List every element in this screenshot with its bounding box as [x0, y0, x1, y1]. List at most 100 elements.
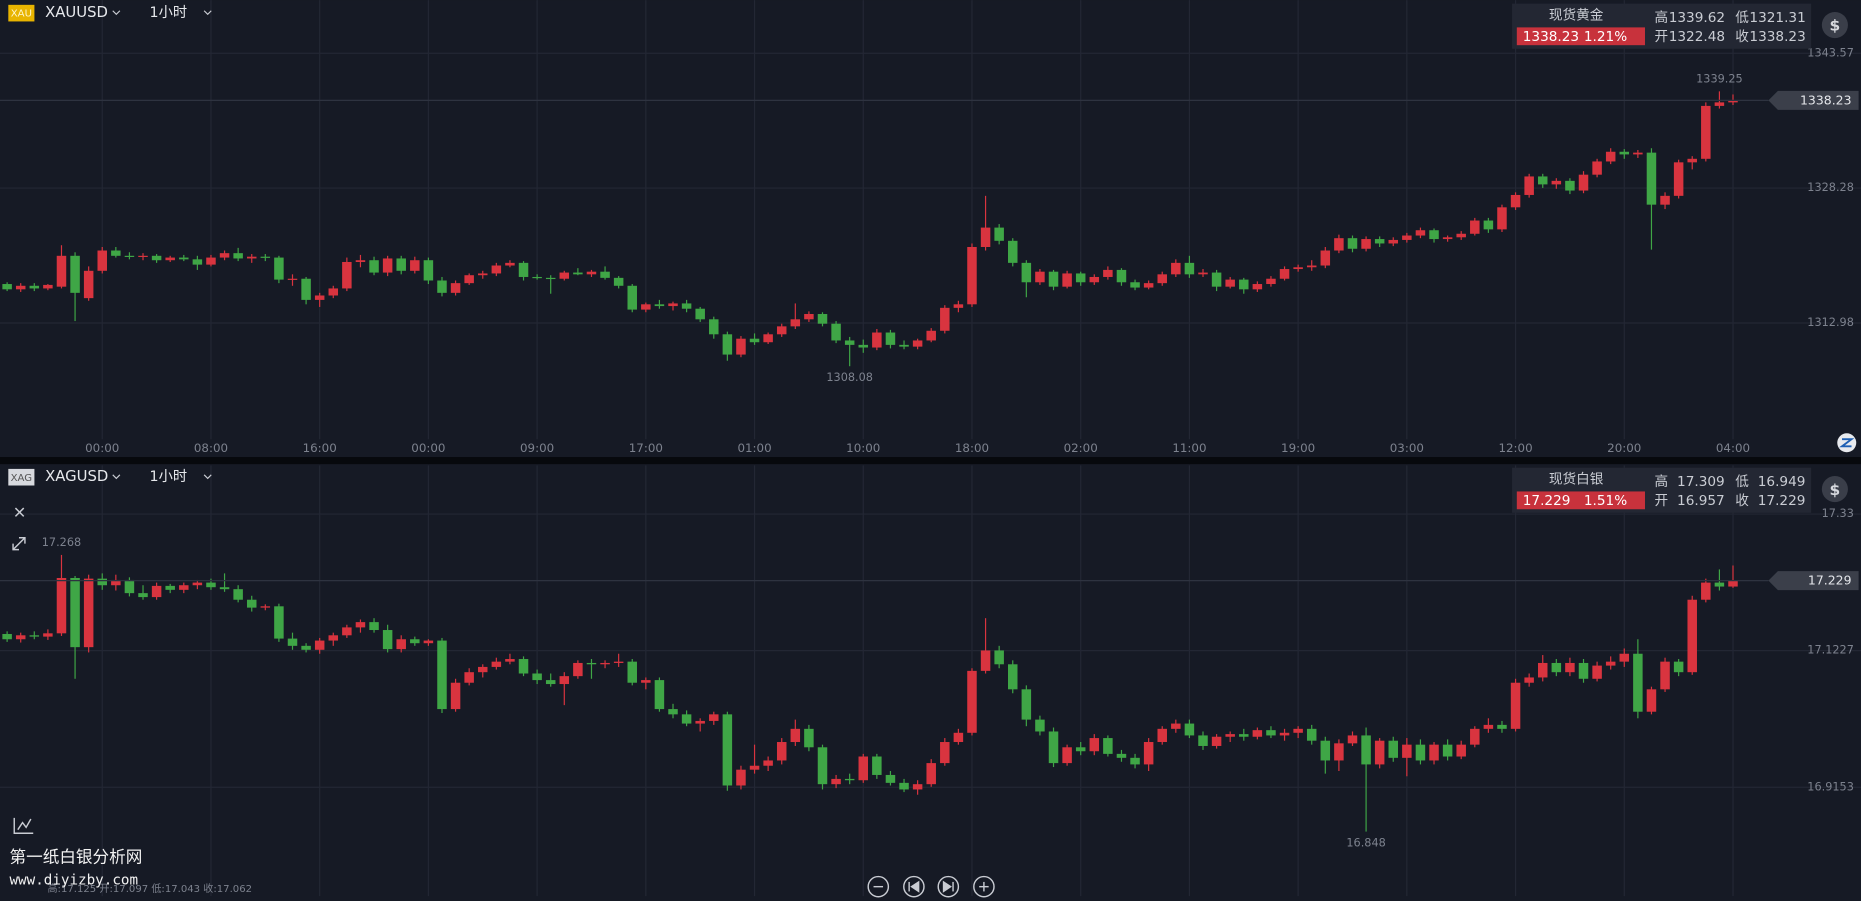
candle-body — [641, 680, 651, 683]
interval[interactable]: 1小时 — [150, 4, 188, 21]
quote-stat-value: 17.229 — [1758, 493, 1806, 509]
candle-body — [1334, 743, 1344, 761]
candle-body — [1673, 162, 1684, 196]
y-tick-label: 17.1227 — [1807, 644, 1854, 657]
candle-body — [206, 257, 216, 265]
quote-stat-label: 开 — [1654, 493, 1668, 509]
candle-body — [858, 756, 869, 781]
svg-text:$: $ — [1830, 17, 1841, 35]
symbol[interactable]: XAGUSD — [45, 468, 108, 485]
candle-body — [545, 680, 556, 685]
expand-button[interactable] — [12, 537, 26, 551]
quote-stat-label: 低 — [1735, 10, 1749, 26]
quote-stat-label: 收 — [1735, 493, 1749, 509]
candle-body — [138, 255, 148, 257]
candle-body — [1211, 736, 1222, 746]
candle-body — [953, 732, 964, 743]
candle-body — [627, 661, 637, 683]
y-tick-label: 1343.57 — [1807, 46, 1854, 59]
interval[interactable]: 1小时 — [150, 468, 188, 485]
candle-body — [1008, 240, 1018, 263]
candle-body — [124, 579, 135, 594]
candle-body — [600, 271, 610, 278]
candle-body — [586, 271, 597, 275]
candle-body — [478, 666, 488, 673]
badge-text: XAU — [11, 9, 32, 20]
candle-body — [1673, 661, 1684, 673]
candle-body — [1565, 180, 1575, 191]
candle-body — [464, 672, 474, 683]
candle-body — [1279, 732, 1290, 736]
quote-stat-value: 1339.62 — [1669, 10, 1725, 26]
quote-stat-value: 16.957 — [1677, 493, 1725, 509]
candle-body — [695, 720, 705, 724]
candle-body — [912, 340, 923, 347]
candle-body — [967, 670, 977, 733]
candle-body — [1592, 665, 1602, 679]
candle-body — [668, 709, 678, 715]
x-tick-label: 09:00 — [520, 441, 554, 455]
candle-body — [287, 638, 298, 646]
candle-body — [872, 332, 882, 348]
candle-body — [43, 633, 53, 637]
candle-body — [722, 334, 733, 355]
candle-body — [97, 578, 107, 586]
candle-body — [1429, 230, 1439, 240]
candle-body — [1293, 267, 1303, 270]
currency-icon[interactable]: $ — [1821, 476, 1848, 503]
candle-body — [1171, 723, 1181, 729]
candle-body — [1687, 158, 1697, 163]
candle-body — [1687, 599, 1697, 673]
chevron[interactable] — [203, 474, 212, 480]
chevron[interactable] — [112, 10, 121, 16]
close-button[interactable] — [14, 507, 25, 517]
candle-body — [1048, 271, 1059, 287]
chevron[interactable] — [203, 10, 212, 16]
candle-body — [899, 782, 909, 790]
scroll-end-button[interactable] — [937, 875, 960, 898]
quote-name: 现货黄金 — [1549, 7, 1604, 24]
candle-body — [233, 253, 243, 259]
candle-body — [179, 257, 189, 260]
symbol-selector[interactable]: XAUUSD — [45, 4, 121, 21]
candle-body — [994, 650, 1004, 665]
candle-body — [1130, 757, 1140, 765]
candle-body — [817, 314, 828, 324]
quote-price: 17.229 — [1523, 493, 1571, 509]
candle-body — [246, 256, 257, 259]
x-tick-label: 18:00 — [955, 441, 989, 455]
candle-body — [355, 260, 366, 262]
candle-body — [980, 650, 991, 671]
scroll-start-button[interactable] — [903, 875, 925, 898]
currency-icon[interactable]: $ — [1821, 11, 1848, 39]
candle-body — [314, 295, 325, 300]
watermark: 第一纸白银分析网 — [9, 848, 142, 867]
candle-body — [600, 662, 610, 665]
max-price-label: 1339.25 — [1696, 72, 1743, 85]
candle-body — [192, 582, 203, 586]
candle-body — [1361, 239, 1371, 249]
indicator-button[interactable] — [13, 817, 34, 834]
candle-body — [899, 344, 909, 347]
candle-body — [1239, 279, 1249, 290]
zoom-in-button[interactable] — [973, 875, 995, 898]
chevron[interactable] — [112, 474, 121, 480]
x-tick-label: 11:00 — [1172, 441, 1206, 455]
candle-body — [1415, 230, 1426, 236]
panel-separator — [0, 457, 1861, 465]
zoom-out-button[interactable] — [867, 875, 890, 898]
candle-body — [1578, 662, 1589, 679]
symbol-selector[interactable]: XAGUSD — [45, 468, 121, 485]
candle-body — [29, 285, 40, 289]
candle-body — [1225, 734, 1235, 737]
candle-body — [70, 577, 80, 648]
quote-stat-value: 1322.48 — [1669, 29, 1725, 45]
candle-body — [1646, 689, 1657, 712]
interval-selector[interactable]: 1小时 — [150, 4, 212, 21]
interval-selector[interactable]: 1小时 — [150, 468, 212, 485]
candle-body — [29, 635, 40, 637]
quote-change: 1.51% — [1584, 493, 1627, 509]
symbol[interactable]: XAUUSD — [45, 4, 108, 21]
last-price-text: 1338.23 — [1800, 92, 1852, 107]
